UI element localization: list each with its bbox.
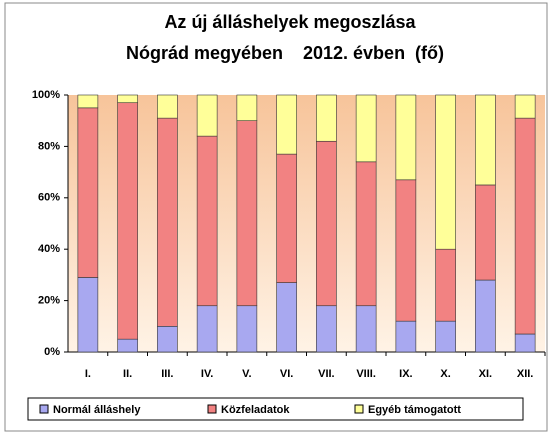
y-tick-label: 80%: [38, 140, 60, 152]
x-tick-label: VIII.: [356, 368, 376, 380]
bar-segment: [395, 94, 417, 181]
y-tick-label: 0%: [44, 346, 60, 358]
legend-swatch: [354, 404, 364, 414]
x-tick-label: II.: [123, 368, 132, 380]
chart-subtitle: Nógrád megyében 2012. évben (fő): [126, 43, 444, 63]
x-tick-label: VII.: [318, 368, 335, 380]
legend-label: Egyéb támogatott: [368, 404, 461, 416]
bar-segment: [196, 94, 218, 137]
legend-box: [27, 397, 524, 421]
bar-segment: [435, 248, 456, 322]
bar-segment: [435, 94, 456, 250]
bar-segment: [514, 333, 536, 353]
bar-segment: [117, 102, 138, 340]
bar-segment: [475, 279, 496, 353]
bar-segment: [196, 305, 218, 353]
bar-segment: [77, 107, 99, 278]
bar-segment: [276, 282, 297, 353]
bar-segment: [276, 94, 297, 155]
bar-segment: [157, 325, 178, 353]
bar-segment: [157, 117, 178, 327]
bar-segment: [514, 117, 536, 335]
bar-segment: [355, 94, 377, 163]
x-tick-label: III.: [161, 368, 173, 380]
bar-segment: [117, 338, 138, 353]
legend-swatch: [39, 404, 49, 414]
bar-segment: [157, 94, 178, 119]
bar-segment: [355, 305, 377, 353]
x-tick-label: IX.: [399, 368, 412, 380]
x-tick-label: IV.: [201, 368, 213, 380]
plot-area: [68, 95, 545, 352]
x-tick-label: XI.: [479, 368, 492, 380]
legend-swatch: [207, 404, 217, 414]
y-tick-label: 40%: [38, 243, 60, 255]
y-tick-label: 60%: [38, 192, 60, 204]
bar-segment: [276, 153, 297, 283]
bar-segment: [514, 94, 536, 119]
x-tick-label: XII.: [517, 368, 534, 380]
bar-segment: [316, 94, 337, 142]
bar-segment: [316, 305, 337, 353]
bar-segment: [475, 184, 496, 281]
legend-label: Normál álláshely: [53, 404, 141, 416]
bar-segment: [236, 305, 258, 353]
bar-segment: [77, 277, 99, 353]
bar-segment: [316, 140, 337, 307]
bar-segment: [435, 320, 456, 353]
bar-segment: [236, 120, 258, 307]
bar-segment: [355, 161, 377, 307]
bar-segment: [236, 94, 258, 122]
x-tick-label: V.: [242, 368, 251, 380]
bar-segment: [196, 135, 218, 307]
bar-segment: [395, 179, 417, 322]
bar-segment: [475, 94, 496, 186]
x-tick-label: VI.: [280, 368, 293, 380]
legend-label: Közfeladatok: [221, 404, 290, 416]
y-tick-label: 100%: [32, 89, 60, 101]
bar-segment: [117, 94, 138, 104]
x-tick-label: I.: [85, 368, 91, 380]
chart-title: Az új álláshelyek megoszlása: [164, 12, 416, 32]
x-tick-label: X.: [440, 368, 450, 380]
bar-segment: [77, 94, 99, 109]
y-tick-label: 20%: [38, 295, 60, 307]
bar-segment: [395, 320, 417, 353]
legend: Normál álláshely Közfeladatok Egyéb támoga…: [27, 397, 524, 421]
